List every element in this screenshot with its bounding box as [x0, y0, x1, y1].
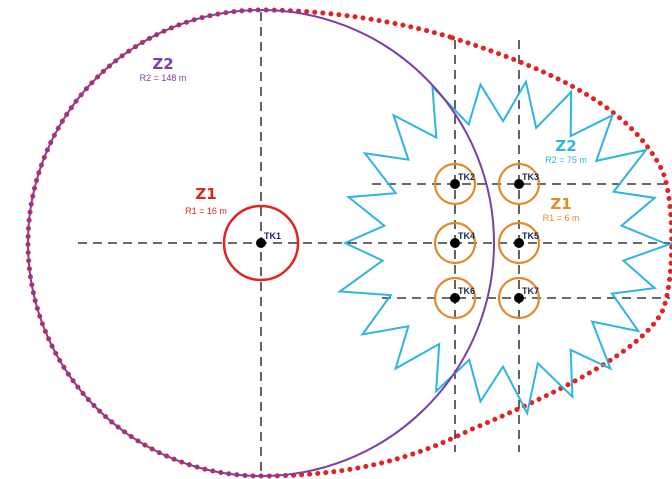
z1-ring-tk3 [497, 162, 541, 206]
z1-ring-tk5 [497, 221, 541, 265]
well-label-tk6: TK6 [458, 286, 475, 296]
right-z1-title: Z1 [550, 195, 571, 213]
well-label-tk5: TK5 [522, 231, 539, 241]
well-point-tk5 [514, 238, 524, 248]
well-point-tk4 [450, 238, 460, 248]
left-z1-title: Z1 [195, 185, 216, 203]
well-point-tk1 [256, 238, 266, 248]
right-z2-star-boundary [337, 78, 672, 417]
z1-ring-tk6 [433, 276, 477, 320]
well-point-tk3 [514, 179, 524, 189]
right-z2-title: Z2 [555, 137, 576, 155]
well-point-tk2 [450, 179, 460, 189]
z1-ring-tk4 [433, 221, 477, 265]
zone-labels: Z2 R2 = 148 m Z1 R1 = 16 m Z2 R2 = 75 m … [140, 55, 587, 223]
left-z1-radius: R1 = 16 m [185, 206, 227, 216]
right-z2-radius: R2 = 75 m [545, 155, 587, 165]
wells: TK1 TK2 TK3 TK4 TK5 TK6 TK7 [256, 172, 539, 303]
well-label-tk4: TK4 [458, 231, 475, 241]
left-z1-circle [222, 204, 300, 282]
z1-ring-tk2 [433, 162, 477, 206]
left-z2-radius: R2 = 148 m [140, 73, 187, 83]
well-label-tk7: TK7 [522, 286, 539, 296]
z1-ring-tk7 [497, 276, 541, 320]
well-label-tk3: TK3 [522, 172, 539, 182]
well-label-tk1: TK1 [264, 231, 281, 241]
well-label-tk2: TK2 [458, 172, 475, 182]
right-z1-radius: R1 = 6 m [543, 213, 580, 223]
left-z2-title: Z2 [152, 55, 173, 73]
well-point-tk6 [450, 293, 460, 303]
right-z1-rings [433, 162, 541, 320]
well-point-tk7 [514, 293, 524, 303]
left-z2-circle [27, 9, 495, 477]
